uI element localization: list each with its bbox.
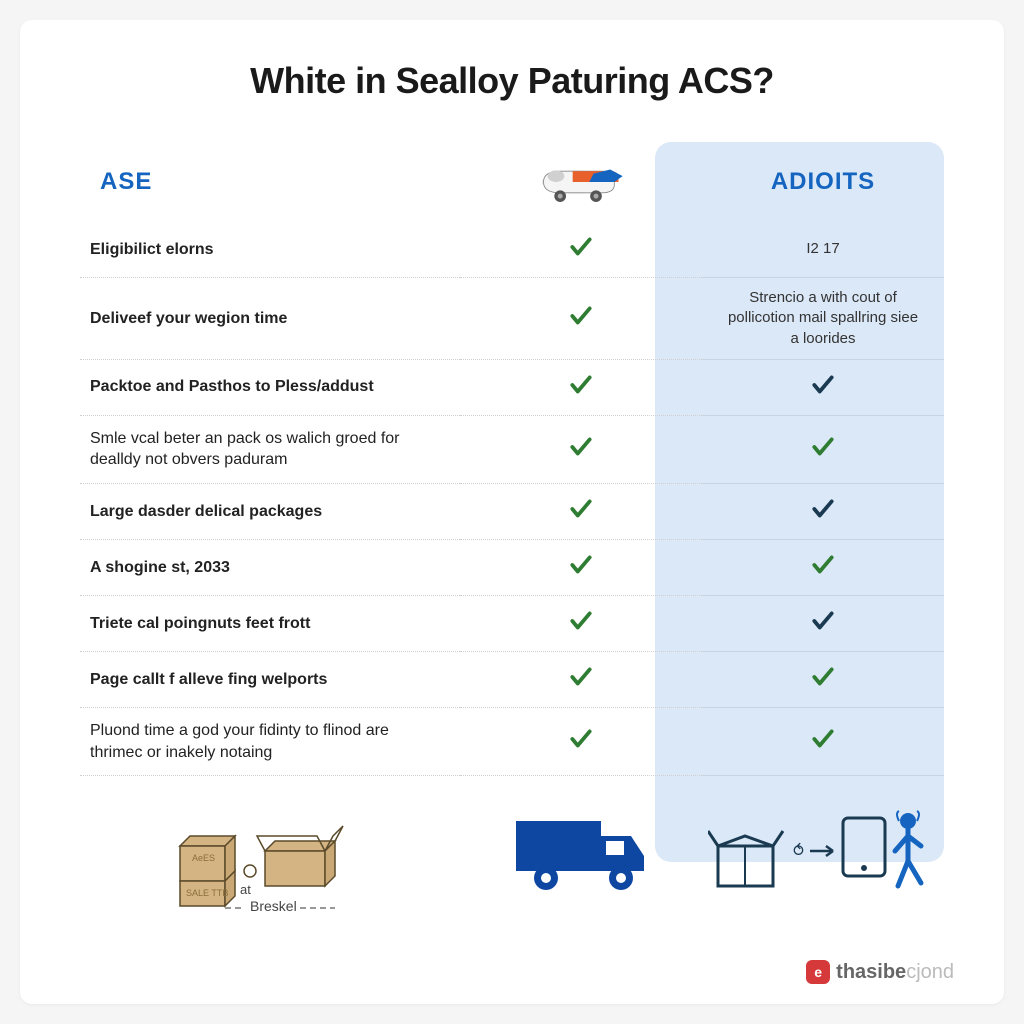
- row-label: Smle vcal beter an pack os walich groed …: [80, 416, 460, 484]
- row-right-cell: I2 17: [702, 222, 944, 278]
- breskel-label: Breskel: [250, 898, 297, 914]
- row-label: Pluond time a god your fidinty to flinod…: [80, 708, 460, 776]
- watermark-brand-2: cjond: [906, 961, 954, 983]
- watermark-logo-icon: e: [806, 960, 830, 984]
- checkmark-icon: [568, 726, 594, 757]
- row-label: Eligibilict elorns: [80, 222, 460, 278]
- checkmark-icon: [810, 496, 836, 527]
- row-mid-check: [460, 596, 702, 652]
- row-right-cell: [702, 540, 944, 596]
- row-mid-check: [460, 278, 702, 360]
- bottom-illustrations: AeES SALE TTB at Breskel: [80, 786, 944, 926]
- at-label: at: [240, 882, 251, 897]
- row-mid-check: [460, 360, 702, 416]
- row-mid-check: [460, 484, 702, 540]
- checkmark-icon: [568, 496, 594, 527]
- row-right-cell: [702, 652, 944, 708]
- checkmark-icon: [568, 608, 594, 639]
- checkmark-icon: [810, 372, 836, 403]
- row-mid-check: [460, 708, 702, 776]
- row-mid-check: [460, 222, 702, 278]
- checkmark-icon: [568, 303, 594, 334]
- row-mid-check: [460, 540, 702, 596]
- plane-icon: [531, 152, 631, 212]
- row-label: Page callt f alleve fing welports: [80, 652, 460, 708]
- svg-text:⥀: ⥀: [793, 842, 804, 860]
- column-header-middle: [460, 142, 702, 222]
- watermark-brand-1: thasibe: [836, 961, 906, 983]
- svg-text:AeES: AeES: [192, 853, 215, 863]
- column-header-left: ASE: [80, 142, 460, 222]
- row-label: Deliveef your wegion time: [80, 278, 460, 360]
- column-header-right: ADIOITS: [702, 142, 944, 222]
- checkmark-icon: [810, 434, 836, 465]
- truck-icon: [506, 806, 656, 906]
- row-right-cell: [702, 596, 944, 652]
- checkmark-icon: [810, 552, 836, 583]
- svg-text:SALE TTB: SALE TTB: [186, 888, 228, 898]
- comparison-table: ASE ADIOITS Eligibilict elorns I2 17 Deliv…: [80, 142, 944, 776]
- checkmark-icon: [568, 434, 594, 465]
- row-right-cell: [702, 708, 944, 776]
- checkmark-icon: [568, 552, 594, 583]
- row-label: Triete cal poingnuts feet frott: [80, 596, 460, 652]
- checkmark-icon: [568, 664, 594, 695]
- row-right-cell: [702, 416, 944, 484]
- boxes-illustration: AeES SALE TTB at Breskel: [80, 786, 460, 926]
- row-right-cell: Strencio a with cout of pollicotion mail…: [702, 278, 944, 360]
- checkmark-icon: [810, 664, 836, 695]
- checkmark-icon: [810, 608, 836, 639]
- truck-illustration: [460, 786, 702, 926]
- row-label: Large dasder delical packages: [80, 484, 460, 540]
- row-mid-check: [460, 416, 702, 484]
- row-label: A shogine st, 2033: [80, 540, 460, 596]
- checkmark-icon: [810, 726, 836, 757]
- page-title: White in Sealloy Paturing ACS?: [80, 60, 944, 102]
- checkmark-icon: [568, 372, 594, 403]
- row-right-cell: [702, 484, 944, 540]
- checkmark-icon: [568, 234, 594, 265]
- row-mid-check: [460, 652, 702, 708]
- delivery-person-illustration: ⥀: [702, 786, 944, 926]
- row-label: Packtoe and Pasthos to Pless/addust: [80, 360, 460, 416]
- row-right-cell: [702, 360, 944, 416]
- watermark: e thasibecjond: [806, 960, 954, 984]
